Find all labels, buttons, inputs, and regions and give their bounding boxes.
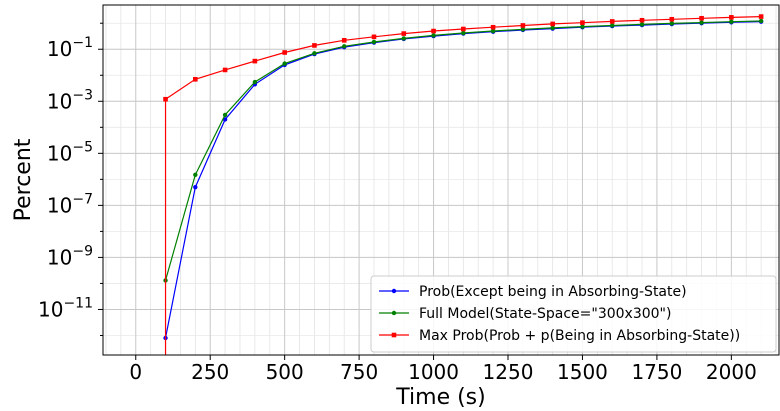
series-1-point [520,27,526,32]
series-1-point [431,33,436,38]
plot-frame [102,4,780,356]
series-2-point [639,17,645,23]
series-2-point [371,34,377,40]
legend-box [370,275,777,353]
series-layer [163,14,764,355]
y-tick-base: 10 [38,297,63,321]
series-1-point [639,22,645,27]
legend-swatch-marker [391,310,397,316]
x-tick-label: 750 [340,360,378,384]
y-axis-title: Percent [11,138,36,221]
series-2-point [431,28,436,34]
series-0-point [193,184,198,190]
y-tick-label: 10−5 [47,139,93,165]
legend: Prob(Except being in Absorbing-State) Ful… [370,275,777,353]
series-1-point [222,112,228,118]
legend-swatch-marker [391,288,397,294]
series-2-point [312,43,317,48]
y-tick-base: 10 [47,245,72,269]
x-tick-label: 1750 [631,360,682,384]
legend-label: Prob(Except being in Absorbing-State) [419,284,687,300]
series-2-point [490,24,496,30]
series-2-point [341,38,347,43]
series-2-point [461,26,466,32]
x-tick-label: 1250 [483,360,534,384]
y-tick-base: 10 [47,89,72,113]
series-2-point [609,19,615,24]
series-2-point [401,31,407,36]
series-1-point [252,79,258,85]
y-tick-label: 10−7 [47,191,93,217]
y-tick-label: 10−9 [47,243,93,269]
x-tick-label: 250 [191,360,229,384]
y-tick-label: 10−1 [47,35,93,61]
y-tick-base: 10 [47,141,72,165]
series-1-point [490,28,496,34]
series-2-point [758,14,764,19]
y-tick-exponent: −11 [63,295,93,311]
series-2-point [729,15,734,20]
legend-label: Full Model(State-Space="300x300") [419,306,671,322]
y-tick-exponent: −9 [72,243,93,259]
x-axis-title: Time (s) [395,385,485,410]
series-1-point [461,30,466,36]
x-tick-label: 1500 [557,360,608,384]
y-tick-exponent: −3 [72,87,93,103]
y-tick-exponent: −1 [72,35,93,51]
series-1-point [610,23,615,28]
series-2-point [193,76,198,82]
x-tick-label: 500 [266,360,304,384]
y-tick-exponent: −5 [72,139,93,155]
series-1-point [282,61,287,66]
series-2-point [580,20,585,25]
series-2-point [163,96,168,102]
series-1-point [758,18,764,24]
legend-swatch-marker [391,332,397,338]
series-1-point [550,25,555,31]
x-tick-label: 0 [129,360,142,384]
series-2-point [222,67,228,73]
series-2-point [550,21,555,27]
y-tick-exponent: −7 [72,191,93,207]
y-tick-label: 10−3 [47,87,93,113]
x-axis-ticks: 0 250 500 750 1000 1250 1500 1750 2000 [129,355,757,384]
y-tick-base: 10 [47,193,72,217]
series-2-point [669,16,675,22]
series-2-point [699,15,704,21]
x-tick-label: 1000 [408,360,459,384]
series-1-point [342,44,347,49]
series-1-point [669,21,674,26]
series-1-point [729,19,734,24]
y-tick-label: 10−11 [38,295,93,321]
series-1-point [312,51,317,56]
series-2-point [282,50,287,55]
legend-label: Max Prob(Prob + p(Being in Absorbing-Sta… [419,328,740,344]
y-tick-base: 10 [47,37,72,61]
x-tick-label: 2000 [706,360,757,384]
series-1-point [193,172,198,177]
series-1-point [580,24,585,29]
series-1-point [401,36,406,41]
series-1-point [371,39,377,45]
series-2-point [520,23,526,28]
series-1-point [699,20,704,25]
series-2-point [252,58,258,64]
